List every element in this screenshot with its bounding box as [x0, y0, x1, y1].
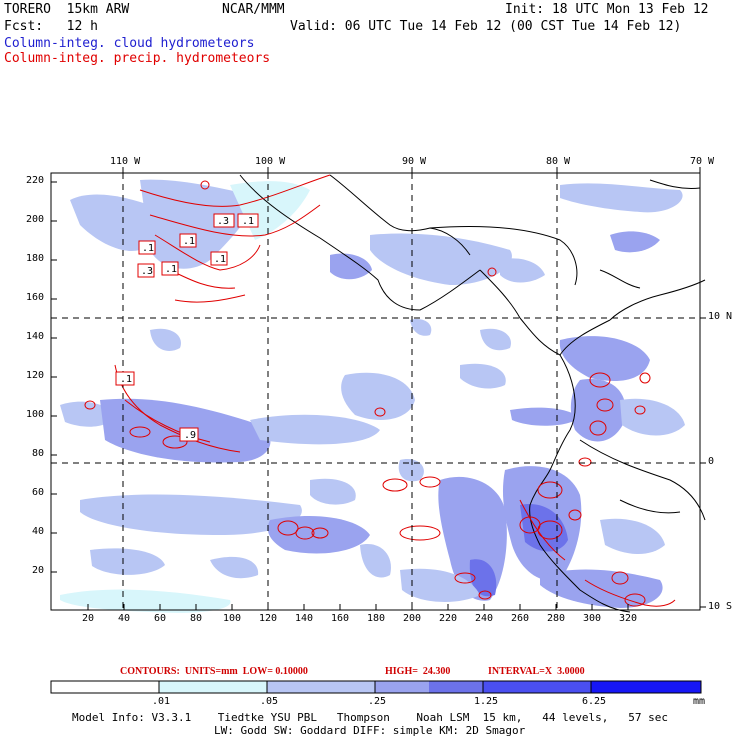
contour-interval: INTERVAL=X 3.0000 [488, 666, 585, 677]
lat-label: 10 S [708, 601, 733, 612]
x-tick: 20 [82, 613, 95, 624]
model-title: TORERO 15km ARW [4, 2, 130, 17]
colorbar-label: .25 [368, 696, 387, 707]
valid-time: Valid: 06 UTC Tue 14 Feb 12 (00 CST Tue … [290, 19, 682, 34]
x-tick: 260 [511, 613, 530, 624]
coastlines [239, 174, 706, 613]
colorbar-label: .01 [152, 696, 171, 707]
x-tick: 240 [475, 613, 494, 624]
model-info-line2: LW: Godd SW: Goddard DIFF: simple KM: 2D… [214, 724, 526, 737]
lat-lon-grid [51, 173, 700, 610]
contour-units: CONTOURS: UNITS=mm LOW= 0.10000 [120, 666, 308, 677]
colorbar-unit: mm [693, 696, 706, 707]
x-tick: 200 [403, 613, 422, 624]
y-tick: 140 [26, 331, 45, 342]
forecast-hour: Fcst: 12 h [4, 19, 98, 34]
x-tick: 120 [259, 613, 278, 624]
y-tick: 20 [32, 565, 45, 576]
field-cloud-label: Column-integ. cloud hydrometeors [4, 36, 255, 51]
contour-label-boxes: .1 .3 .1 .1 .3 .1 .1 .1 .9 [115, 213, 259, 442]
y-tick: 160 [26, 292, 45, 303]
y-tick: 200 [26, 214, 45, 225]
colorbar-label: 1.25 [474, 696, 499, 707]
contour-box-label: .1 [183, 236, 195, 247]
precip-contours [84, 174, 676, 607]
init-time: Init: 18 UTC Mon 13 Feb 12 [505, 2, 709, 17]
y-tick: 40 [32, 526, 45, 537]
x-tick: 280 [547, 613, 566, 624]
colorbar-bin [483, 681, 591, 693]
contour-box-label: .1 [214, 254, 226, 265]
contour-box-label: .1 [142, 243, 154, 254]
axis-ticks [51, 167, 706, 610]
x-tick: 220 [439, 613, 458, 624]
x-tick: 40 [118, 613, 131, 624]
colorbar-bin [591, 681, 701, 693]
x-tick: 180 [367, 613, 386, 624]
x-tick: 80 [190, 613, 203, 624]
y-tick: 220 [26, 175, 45, 186]
x-tick: 60 [154, 613, 167, 624]
colorbar-bin [375, 681, 429, 693]
field-precip-label: Column-integ. precip. hydrometeors [4, 51, 271, 66]
contour-box-label: .1 [165, 264, 177, 275]
y-tick: 120 [26, 370, 45, 381]
colorbar-label: .05 [260, 696, 279, 707]
colorbar-bin [51, 681, 159, 693]
y-tick: 80 [32, 448, 45, 459]
x-tick: 320 [619, 613, 638, 624]
x-tick: 300 [583, 613, 602, 624]
contour-high: HIGH= 24.300 [385, 666, 451, 677]
model-info-line1: Model Info: V3.3.1 Tiedtke YSU PBL Thomp… [72, 711, 669, 724]
contour-box-label: .9 [184, 430, 196, 441]
colorbar-label: 6.25 [582, 696, 607, 707]
contour-box-label: .3 [141, 266, 153, 277]
cloud-hydrometeor-shading [60, 179, 685, 613]
org-label: NCAR/MMM [222, 2, 285, 17]
lon-label: 80 W [546, 156, 571, 167]
y-tick: 60 [32, 487, 45, 498]
contour-box-label: .1 [120, 374, 132, 385]
lon-label: 100 W [255, 156, 286, 167]
lon-label: 110 W [110, 156, 141, 167]
y-tick: 100 [26, 409, 45, 420]
colorbar-bin [429, 681, 483, 693]
lat-label: 0 [708, 456, 715, 467]
colorbar-bin [159, 681, 267, 693]
contour-box-label: .1 [242, 216, 254, 227]
lon-label: 90 W [402, 156, 427, 167]
x-tick: 160 [331, 613, 350, 624]
contour-box-label: .3 [217, 216, 229, 227]
colorbar-bin [267, 681, 375, 693]
lat-label: 10 N [708, 311, 733, 322]
x-tick: 100 [223, 613, 242, 624]
x-tick: 140 [295, 613, 314, 624]
y-tick: 180 [26, 253, 45, 264]
colorbar [50, 680, 702, 694]
lon-label: 70 W [690, 156, 715, 167]
